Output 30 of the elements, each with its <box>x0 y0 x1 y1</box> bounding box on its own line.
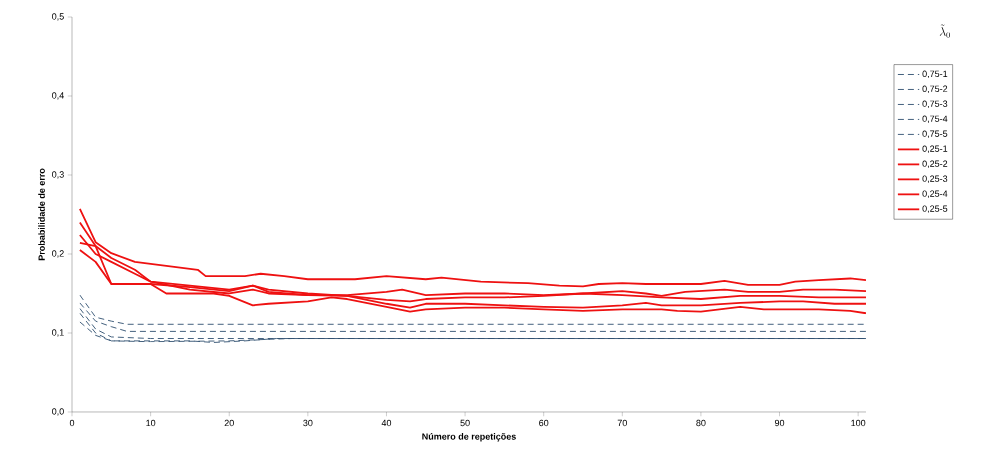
x-tick-label: 60 <box>539 419 549 427</box>
legend-label: 0,75-4 <box>922 115 948 123</box>
x-tick-label: 10 <box>146 419 156 427</box>
x-tick-label: 70 <box>617 419 627 427</box>
x-tick-label: 20 <box>224 419 234 427</box>
y-tick-label: 0,0 <box>52 408 64 416</box>
x-tick-label: 100 <box>851 419 866 427</box>
y-tick-label: 0,1 <box>52 329 64 337</box>
x-tick-label: 30 <box>303 419 313 427</box>
y-tick-label: 0,3 <box>52 171 64 179</box>
x-tick-label: 50 <box>460 419 470 427</box>
y-tick-label: 0,5 <box>52 13 64 21</box>
x-tick-label: 90 <box>774 419 785 427</box>
y-tick-label: 0,2 <box>52 250 64 258</box>
legend-label: 0,75-5 <box>922 130 948 138</box>
legend-label: 0,25-2 <box>922 160 948 168</box>
legend-label: 0,25-5 <box>922 205 948 213</box>
legend-label: 0,75-1 <box>922 70 948 79</box>
x-axis-title: Número de repetições <box>422 433 516 442</box>
x-tick-label: 80 <box>696 419 706 427</box>
x-tick-label: 40 <box>381 419 392 427</box>
y-axis-title: Probabilidade de erro <box>38 168 45 261</box>
y-tick-label: 0,4 <box>52 92 64 100</box>
legend-title: $\tilde{\lambda}_0$ <box>939 24 950 38</box>
legend-label: 0,25-3 <box>922 175 948 183</box>
x-tick-label: 0 <box>69 419 75 427</box>
legend-label: 0,25-1 <box>922 145 948 153</box>
legend-label: 0,25-4 <box>922 190 948 198</box>
legend-label: 0,75-2 <box>922 85 948 94</box>
legend-label: 0,75-3 <box>922 100 948 108</box>
